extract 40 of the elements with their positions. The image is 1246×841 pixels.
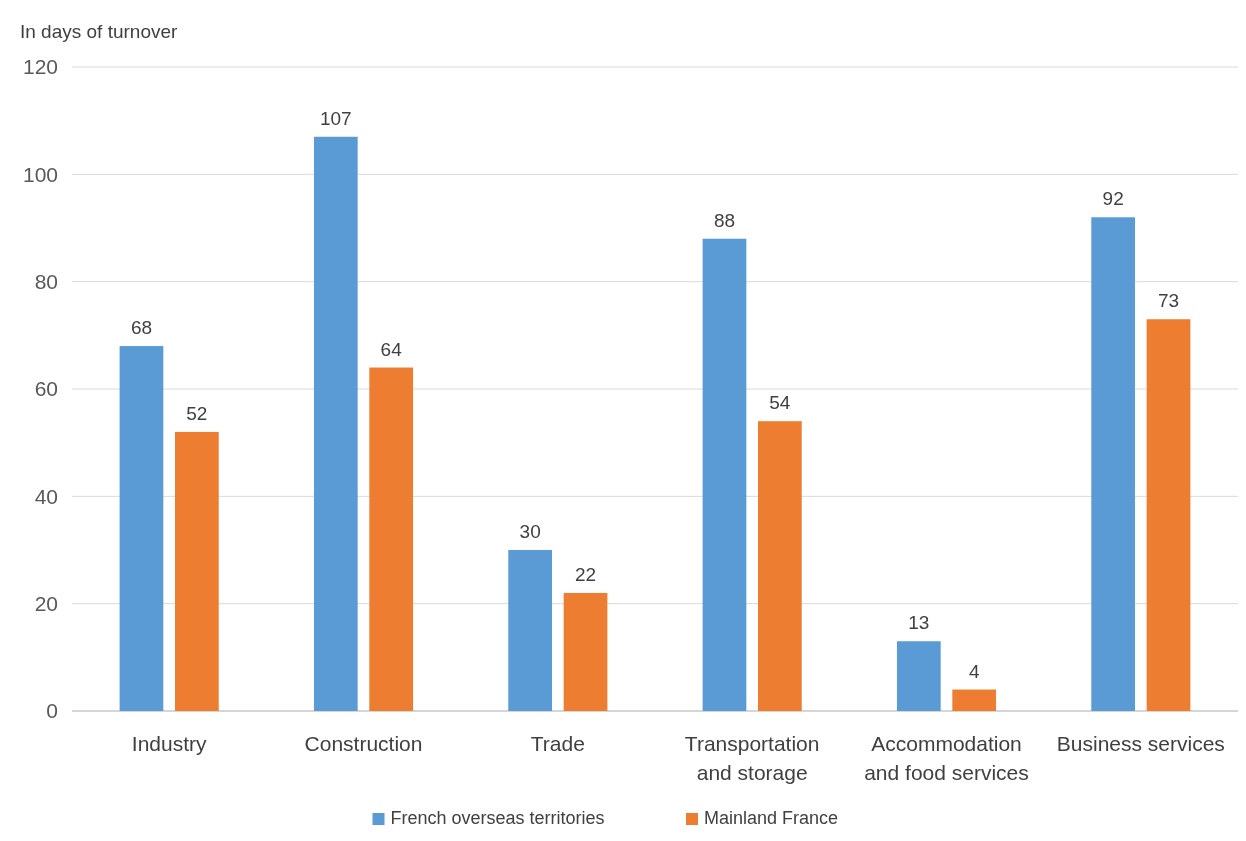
x-tick-label: Transportation and storage xyxy=(684,732,820,784)
y-tick-label: 100 xyxy=(22,162,58,186)
bar xyxy=(508,550,552,711)
data-label: 107 xyxy=(319,107,352,129)
x-tick-label: Industry xyxy=(131,732,208,755)
bar xyxy=(952,689,997,711)
x-tick-label: Business services xyxy=(1056,732,1225,755)
data-label: 22 xyxy=(574,563,597,585)
y-axis-title: In days of turnover xyxy=(20,21,179,42)
bar xyxy=(369,367,414,711)
bar xyxy=(563,592,608,711)
bar xyxy=(175,431,219,711)
data-label: 54 xyxy=(769,392,791,414)
bar xyxy=(313,136,358,711)
bar xyxy=(1146,319,1191,711)
data-label: 64 xyxy=(380,338,403,360)
y-tick-label: 80 xyxy=(34,270,58,294)
y-tick-label: 60 xyxy=(34,377,58,401)
bar xyxy=(758,421,802,711)
legend-label: French overseas territories xyxy=(390,808,605,828)
data-label: 52 xyxy=(186,402,208,424)
y-tick-label: 0 xyxy=(46,699,58,723)
data-label: 92 xyxy=(1102,188,1124,210)
data-label: 4 xyxy=(968,660,980,682)
y-tick-label: 120 xyxy=(22,55,58,79)
bar xyxy=(896,641,941,711)
y-tick-label: 20 xyxy=(34,592,58,616)
data-label: 30 xyxy=(519,521,541,542)
bar xyxy=(702,238,747,711)
legend-label: Mainland France xyxy=(704,808,839,828)
x-tick-label: Trade xyxy=(530,732,585,755)
data-label: 13 xyxy=(908,612,930,634)
bar xyxy=(119,346,164,711)
data-label: 68 xyxy=(130,317,153,339)
data-label: 88 xyxy=(713,209,736,231)
x-tick-label: Construction xyxy=(304,732,423,755)
data-label: 73 xyxy=(1157,290,1180,312)
x-tick-label: Accommodation and food services xyxy=(864,732,1029,784)
bar xyxy=(1091,217,1135,711)
y-tick-label: 40 xyxy=(34,484,58,508)
